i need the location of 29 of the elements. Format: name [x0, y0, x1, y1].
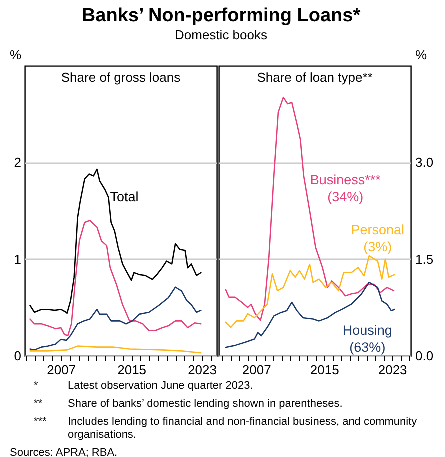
y-axis-title: %: [416, 48, 428, 62]
y-tick-label: 3.0: [416, 155, 434, 170]
annotation: Share of loan type**: [257, 70, 373, 85]
text: ** Share of banks’ domestic lending shown in parentheses.: [34, 398, 343, 410]
y-tick-label: 0.0: [416, 348, 434, 364]
x-tick-label: 2007: [242, 362, 272, 378]
y-axis-title: %: [10, 48, 22, 62]
line-series: [30, 346, 202, 354]
series-label: Personal (3%): [351, 222, 405, 254]
text: *** Includes lending to financial and non-financial business, and community organisations.: [34, 416, 418, 441]
x-tick-label: 2007: [47, 362, 76, 378]
chart-subtitle: Domestic books: [175, 27, 268, 42]
line-series: [30, 168, 202, 314]
x-tick-label: 2023: [378, 362, 408, 378]
line-series: [30, 286, 202, 351]
x-tick-label: 2015: [118, 362, 147, 378]
text: * Latest observation June quarter 2023.: [34, 380, 254, 392]
x-tick-label: 2023: [188, 362, 217, 378]
series-label: Business*** (34%): [310, 172, 382, 205]
x-tick-label: 2015: [310, 362, 340, 378]
annotation: Share of gross loans: [61, 70, 182, 85]
chart-title: Banks’ Non-performing Loans*: [82, 5, 362, 26]
y-tick-label: 0: [14, 348, 22, 364]
series-label: Housing (63%): [342, 322, 392, 355]
y-tick-label: 1.5: [416, 252, 434, 267]
y-tick-label: 2: [14, 155, 22, 170]
series-label: Total: [110, 189, 139, 204]
line-series: [30, 220, 202, 336]
y-tick-label: 1: [14, 252, 22, 267]
